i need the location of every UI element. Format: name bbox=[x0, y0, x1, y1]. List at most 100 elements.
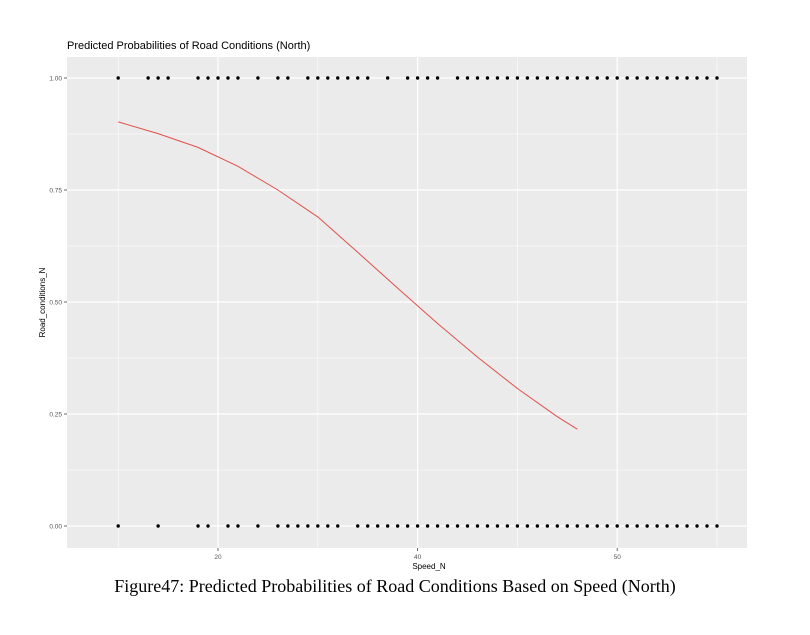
data-point-y0 bbox=[545, 524, 550, 528]
chart-title: Predicted Probabilities of Road Conditio… bbox=[67, 40, 311, 52]
data-point-y0 bbox=[505, 524, 510, 528]
data-point-y1 bbox=[196, 76, 200, 80]
y-tick-label: 0.50 bbox=[49, 300, 62, 307]
data-point-y0 bbox=[326, 524, 330, 528]
data-point-y1 bbox=[485, 76, 490, 80]
data-point-y0 bbox=[525, 524, 530, 528]
data-point-y0 bbox=[625, 524, 629, 528]
data-point-y1 bbox=[615, 76, 619, 80]
data-point-y1 bbox=[525, 76, 530, 80]
data-point-y0 bbox=[196, 524, 200, 528]
data-point-y0 bbox=[306, 524, 310, 528]
data-point-y0 bbox=[455, 524, 460, 528]
x-tick-label: 20 bbox=[214, 554, 222, 561]
data-point-y1 bbox=[216, 76, 220, 80]
data-point-y1 bbox=[715, 76, 719, 80]
x-axis-label: Speed_N bbox=[412, 562, 446, 571]
y-tick-label: 0.75 bbox=[49, 188, 62, 195]
data-point-y0 bbox=[435, 524, 440, 528]
data-point-y1 bbox=[545, 76, 550, 80]
data-point-y1 bbox=[655, 76, 659, 80]
data-point-y1 bbox=[455, 76, 460, 80]
data-point-y0 bbox=[565, 524, 569, 528]
data-point-y0 bbox=[515, 524, 520, 528]
data-point-y1 bbox=[705, 76, 709, 80]
x-tick-label: 50 bbox=[614, 554, 622, 561]
data-point-y0 bbox=[316, 524, 320, 528]
y-tick-label: 1.00 bbox=[49, 76, 62, 83]
data-point-y0 bbox=[705, 524, 709, 528]
data-point-y1 bbox=[206, 76, 210, 80]
data-point-y0 bbox=[415, 524, 420, 528]
data-point-y0 bbox=[485, 524, 490, 528]
data-point-y1 bbox=[286, 76, 290, 80]
data-point-y0 bbox=[116, 524, 120, 528]
data-point-y1 bbox=[146, 76, 150, 80]
data-point-y1 bbox=[116, 76, 120, 80]
data-point-y0 bbox=[385, 524, 390, 528]
data-point-y0 bbox=[296, 524, 300, 528]
data-point-y1 bbox=[695, 76, 699, 80]
data-point-y1 bbox=[645, 76, 649, 80]
data-point-y1 bbox=[326, 76, 330, 80]
data-point-y1 bbox=[665, 76, 669, 80]
data-point-y0 bbox=[286, 524, 290, 528]
data-point-y0 bbox=[405, 524, 410, 528]
y-tick-label: 0.25 bbox=[49, 412, 62, 419]
data-point-y0 bbox=[615, 524, 619, 528]
data-point-y1 bbox=[385, 76, 390, 80]
data-point-y1 bbox=[336, 76, 340, 80]
data-point-y1 bbox=[405, 76, 410, 80]
data-point-y1 bbox=[475, 76, 480, 80]
data-point-y0 bbox=[665, 524, 669, 528]
data-point-y1 bbox=[505, 76, 510, 80]
data-point-y1 bbox=[575, 76, 579, 80]
data-point-y0 bbox=[685, 524, 689, 528]
data-point-y1 bbox=[605, 76, 609, 80]
data-point-y0 bbox=[465, 524, 470, 528]
data-point-y0 bbox=[585, 524, 589, 528]
data-point-y0 bbox=[206, 524, 210, 528]
data-point-y1 bbox=[366, 76, 370, 80]
data-point-y0 bbox=[645, 524, 649, 528]
data-point-y1 bbox=[595, 76, 599, 80]
data-point-y0 bbox=[575, 524, 579, 528]
data-point-y0 bbox=[715, 524, 719, 528]
data-point-y0 bbox=[336, 524, 340, 528]
data-point-y1 bbox=[565, 76, 569, 80]
data-point-y0 bbox=[236, 524, 240, 528]
data-point-y1 bbox=[256, 76, 260, 80]
data-point-y1 bbox=[515, 76, 520, 80]
data-point-y1 bbox=[535, 76, 540, 80]
data-point-y0 bbox=[375, 524, 380, 528]
data-point-y1 bbox=[555, 76, 560, 80]
data-point-y1 bbox=[435, 76, 440, 80]
data-point-y1 bbox=[316, 76, 320, 80]
data-point-y0 bbox=[635, 524, 639, 528]
data-point-y1 bbox=[635, 76, 639, 80]
data-point-y0 bbox=[535, 524, 540, 528]
data-point-y1 bbox=[236, 76, 240, 80]
data-point-y0 bbox=[555, 524, 560, 528]
predicted-probability-curve bbox=[118, 121, 578, 430]
data-point-y1 bbox=[585, 76, 589, 80]
y-tick-label: 0.00 bbox=[49, 524, 62, 531]
data-point-y0 bbox=[356, 524, 360, 528]
data-point-y1 bbox=[625, 76, 629, 80]
data-point-y0 bbox=[695, 524, 699, 528]
data-point-y0 bbox=[605, 524, 609, 528]
data-point-y1 bbox=[675, 76, 679, 80]
data-point-y0 bbox=[395, 524, 400, 528]
data-point-y0 bbox=[156, 524, 160, 528]
data-point-y0 bbox=[475, 524, 480, 528]
data-point-y1 bbox=[415, 76, 420, 80]
data-point-y0 bbox=[256, 524, 260, 528]
data-point-y0 bbox=[276, 524, 280, 528]
data-point-y1 bbox=[306, 76, 310, 80]
data-point-y0 bbox=[595, 524, 599, 528]
data-point-y0 bbox=[226, 524, 230, 528]
y-axis-label: Road_conditions_N bbox=[38, 267, 47, 337]
data-point-y0 bbox=[495, 524, 500, 528]
data-point-y1 bbox=[346, 76, 350, 80]
